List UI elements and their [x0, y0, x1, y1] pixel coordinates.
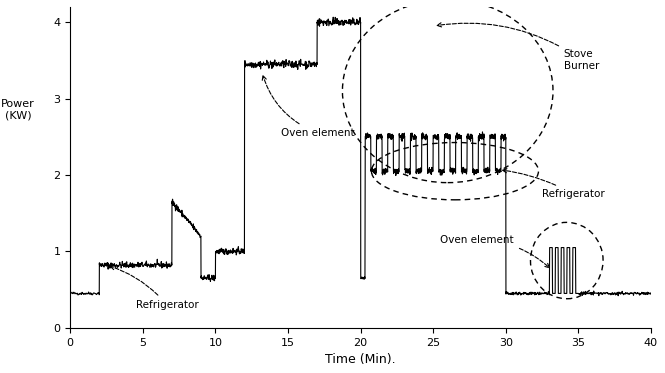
Text: Stove
Burner: Stove Burner: [437, 23, 599, 70]
Text: Oven element: Oven element: [440, 235, 549, 268]
Y-axis label: Power
(KW): Power (KW): [1, 99, 35, 120]
X-axis label: Time (Min).: Time (Min).: [325, 353, 396, 366]
Text: Oven element: Oven element: [262, 76, 354, 138]
Text: Refrigerator: Refrigerator: [110, 266, 198, 310]
Text: Refrigerator: Refrigerator: [503, 169, 605, 199]
